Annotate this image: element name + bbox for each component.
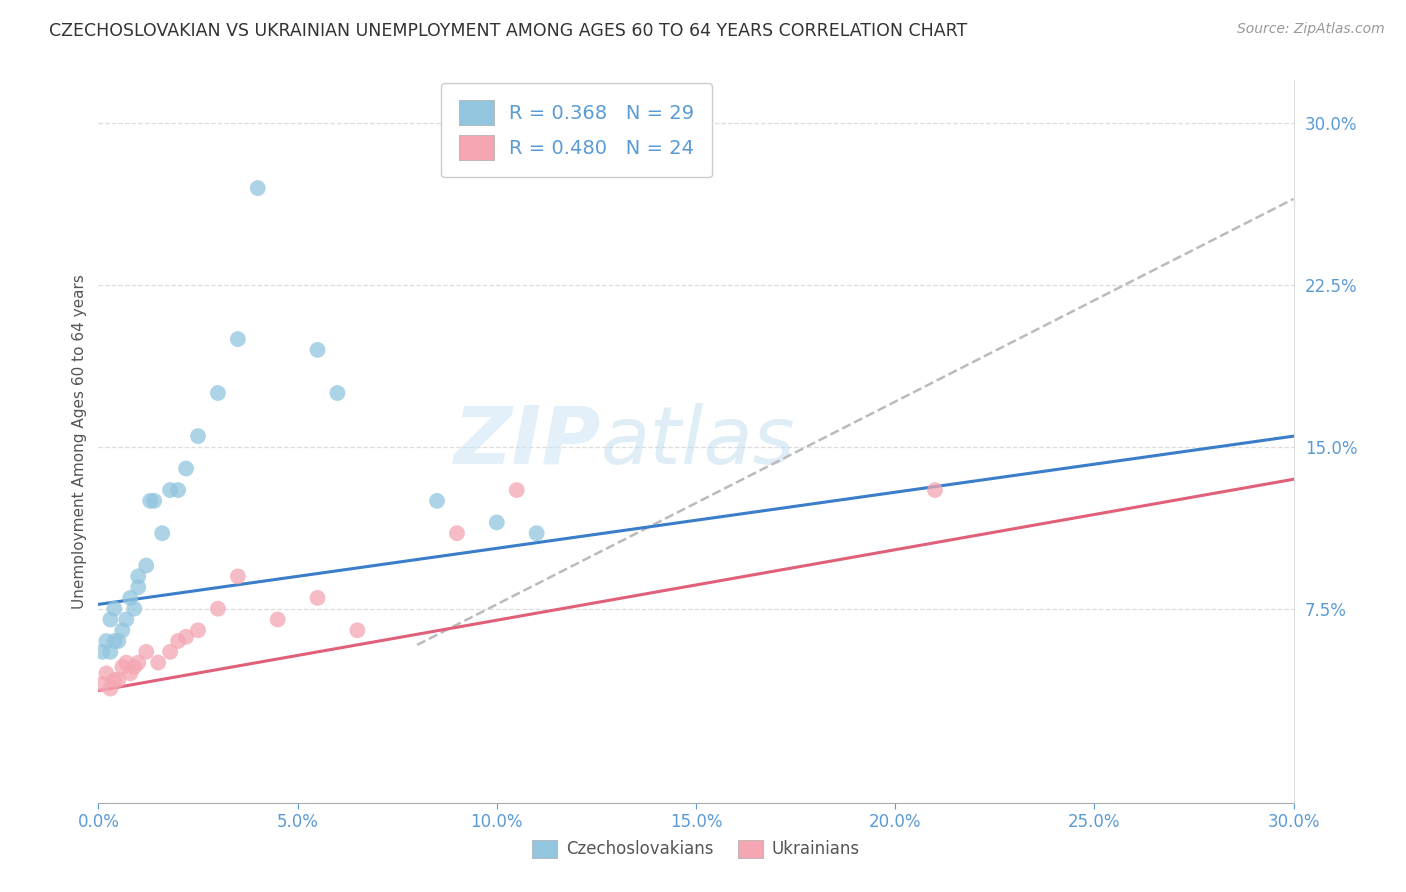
Point: [226, 569, 249, 583]
Point: [187, 429, 209, 443]
Point: [326, 386, 349, 401]
Point: [103, 634, 125, 648]
Point: [174, 461, 197, 475]
Point: [307, 591, 329, 605]
Point: [159, 645, 181, 659]
Point: [167, 634, 190, 648]
Point: [150, 526, 173, 541]
Point: [127, 569, 149, 583]
Point: [226, 332, 249, 346]
Point: [135, 558, 157, 573]
Point: [91, 645, 114, 659]
Point: [174, 630, 197, 644]
Point: [135, 645, 157, 659]
Point: [167, 483, 190, 497]
Point: [103, 673, 125, 687]
Point: [98, 612, 122, 626]
Point: [246, 181, 269, 195]
Y-axis label: Unemployment Among Ages 60 to 64 years: Unemployment Among Ages 60 to 64 years: [72, 274, 87, 609]
Point: [127, 580, 149, 594]
Point: [267, 612, 290, 626]
Point: [924, 483, 946, 497]
Point: [506, 483, 529, 497]
Point: [143, 493, 166, 508]
Point: [148, 656, 170, 670]
Point: [485, 516, 508, 530]
Point: [207, 386, 229, 401]
Point: [120, 666, 142, 681]
Text: CZECHOSLOVAKIAN VS UKRAINIAN UNEMPLOYMENT AMONG AGES 60 TO 64 YEARS CORRELATION : CZECHOSLOVAKIAN VS UKRAINIAN UNEMPLOYMEN…: [49, 22, 967, 40]
Point: [98, 681, 122, 696]
Point: [187, 624, 209, 638]
Text: ZIP: ZIP: [453, 402, 600, 481]
Point: [96, 666, 118, 681]
Point: [159, 483, 181, 497]
Point: [111, 624, 134, 638]
Point: [91, 677, 114, 691]
Point: [107, 634, 129, 648]
Legend: Czechoslovakians, Ukrainians: Czechoslovakians, Ukrainians: [524, 831, 868, 867]
Point: [446, 526, 468, 541]
Text: Source: ZipAtlas.com: Source: ZipAtlas.com: [1237, 22, 1385, 37]
Point: [426, 493, 449, 508]
Point: [96, 634, 118, 648]
Point: [207, 601, 229, 615]
Point: [115, 612, 138, 626]
Text: atlas: atlas: [600, 402, 796, 481]
Point: [111, 660, 134, 674]
Point: [98, 645, 122, 659]
Point: [124, 660, 146, 674]
Point: [127, 656, 149, 670]
Point: [307, 343, 329, 357]
Point: [346, 624, 368, 638]
Point: [124, 601, 146, 615]
Point: [103, 601, 125, 615]
Point: [526, 526, 548, 541]
Point: [115, 656, 138, 670]
Point: [120, 591, 142, 605]
Point: [139, 493, 162, 508]
Point: [107, 673, 129, 687]
